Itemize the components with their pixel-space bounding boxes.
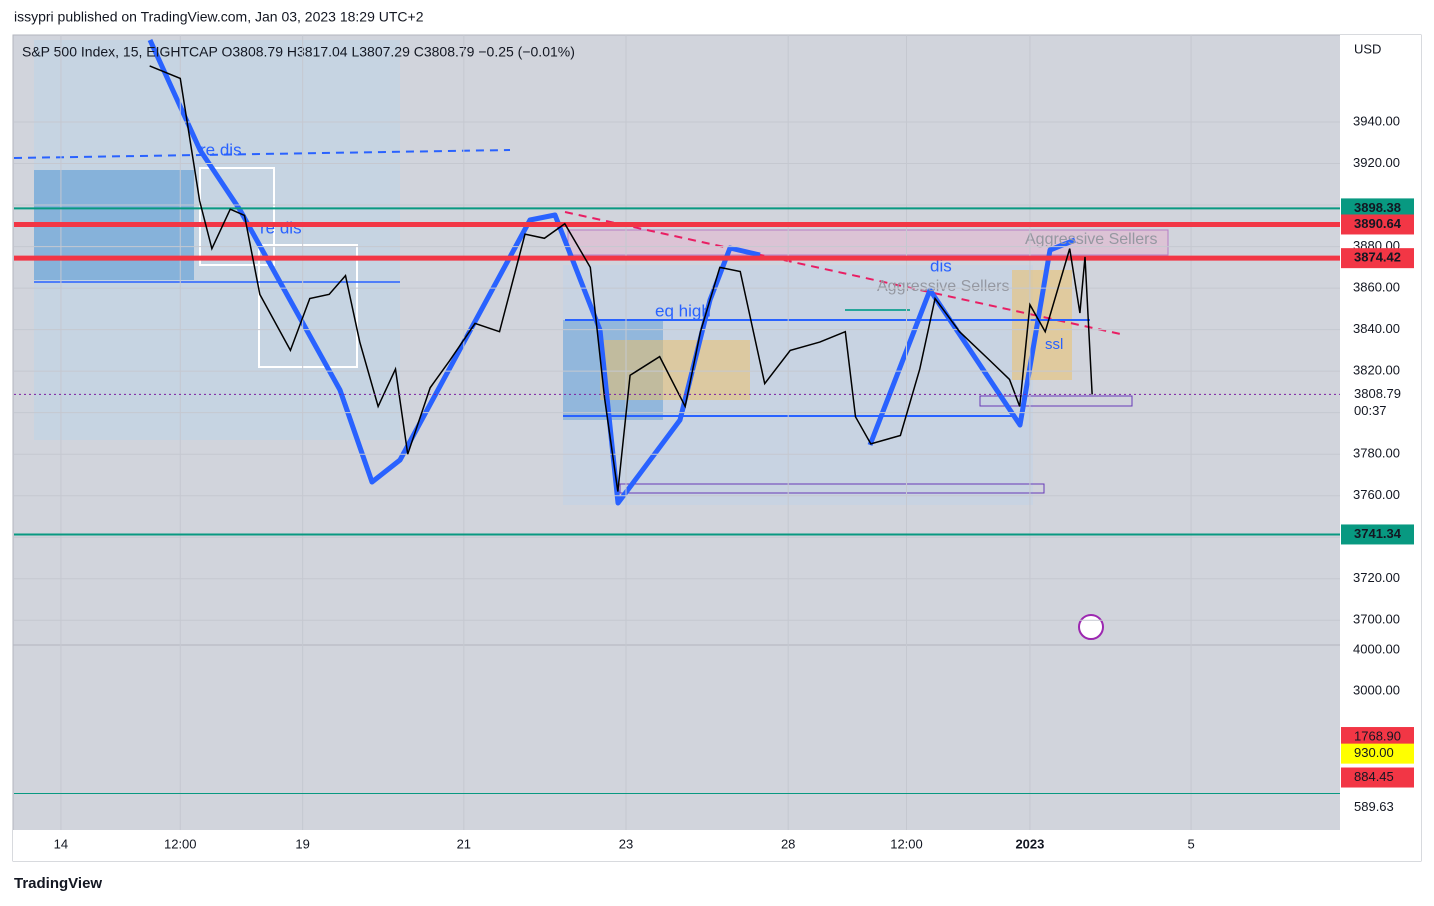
level-tag bbox=[1341, 524, 1414, 545]
price-axis-panel bbox=[1340, 35, 1421, 861]
level-label: 3874.42 bbox=[1354, 250, 1401, 265]
y-tick-label: 3860.00 bbox=[1353, 280, 1400, 295]
y-tick-label: 3760.00 bbox=[1353, 487, 1400, 502]
box bbox=[979, 395, 1133, 407]
level-label: 3890.64 bbox=[1354, 216, 1402, 231]
box bbox=[199, 167, 275, 266]
price-line bbox=[149, 65, 1093, 492]
indicator-label: 930.00 bbox=[1354, 745, 1394, 760]
x-tick-label: 2023 bbox=[1015, 836, 1044, 851]
annotation: eq high bbox=[655, 301, 711, 320]
y-tick-label: 3840.00 bbox=[1353, 321, 1400, 336]
x-tick-label: 21 bbox=[457, 836, 471, 851]
drawn-path bbox=[147, 38, 761, 506]
annotation: re dis bbox=[260, 218, 302, 237]
last-price-tag bbox=[1341, 384, 1414, 421]
y-tick-label: 3820.00 bbox=[1353, 363, 1400, 378]
profile-bars bbox=[600, 340, 750, 400]
box bbox=[619, 483, 1045, 494]
indicator-tag bbox=[1341, 797, 1414, 818]
trend-line bbox=[13, 149, 511, 159]
annotation: Aggressive Sellers bbox=[1025, 231, 1158, 248]
x-tick-label: 12:00 bbox=[164, 836, 197, 851]
annotation: re dis bbox=[200, 140, 242, 159]
annotation: Aggressive Sellers bbox=[877, 278, 1010, 295]
x-tick-label: 28 bbox=[781, 836, 795, 851]
trend-line bbox=[564, 211, 1126, 336]
indicator-label: 1768.90 bbox=[1354, 728, 1401, 743]
indicator-label: 884.45 bbox=[1354, 769, 1394, 784]
countdown: 00:37 bbox=[1354, 403, 1387, 418]
annotation: dis bbox=[930, 256, 952, 275]
level-label: 3898.38 bbox=[1354, 200, 1401, 215]
time-axis-panel bbox=[13, 830, 1340, 861]
y-tick-label: 3700.00 bbox=[1353, 612, 1400, 627]
indicator-label: 589.63 bbox=[1354, 799, 1394, 814]
brand: TradingView bbox=[14, 875, 102, 892]
level-label: 3741.34 bbox=[1354, 526, 1402, 541]
indicator-tag bbox=[1341, 743, 1414, 764]
annotation: ssl bbox=[1045, 336, 1063, 353]
level-tag bbox=[1341, 214, 1414, 235]
y-tick-label: 3720.00 bbox=[1353, 570, 1400, 585]
currency: USD bbox=[1354, 41, 1381, 56]
indicator-tag bbox=[1341, 727, 1414, 748]
y-tick-label: 3780.00 bbox=[1353, 446, 1400, 461]
x-tick-label: 14 bbox=[54, 836, 68, 851]
y-tick-label: 3920.00 bbox=[1353, 155, 1400, 170]
box bbox=[258, 244, 358, 368]
indicator-tick-label: 3000.00 bbox=[1353, 683, 1400, 698]
byline: issypri published on TradingView.com, Ja… bbox=[14, 9, 424, 25]
symbol-legend: S&P 500 Index, 15, EIGHTCAP O3808.79 H38… bbox=[22, 44, 575, 60]
x-tick-label: 19 bbox=[295, 836, 309, 851]
alert-icon[interactable] bbox=[1078, 614, 1104, 640]
x-tick-label: 23 bbox=[619, 836, 633, 851]
indicator-tag bbox=[1341, 767, 1414, 788]
y-tick-label: 3940.00 bbox=[1353, 113, 1400, 128]
level-tag bbox=[1341, 198, 1414, 219]
last-price-label: 3808.79 bbox=[1354, 386, 1401, 401]
x-tick-label: 5 bbox=[1187, 836, 1194, 851]
x-tick-label: 12:00 bbox=[890, 836, 923, 851]
level-tag bbox=[1341, 248, 1414, 269]
indicator-tick-label: 4000.00 bbox=[1353, 641, 1400, 656]
